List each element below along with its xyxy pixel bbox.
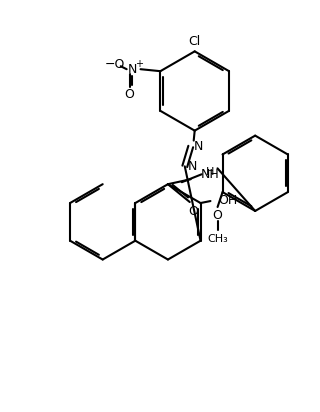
Text: N: N [194, 140, 203, 153]
Text: O: O [188, 206, 198, 218]
Text: Cl: Cl [188, 35, 201, 48]
Text: H: H [206, 167, 214, 177]
Text: N: N [188, 160, 197, 173]
Text: −O: −O [105, 58, 125, 71]
Text: NH: NH [201, 168, 220, 181]
Text: O: O [213, 209, 222, 222]
Text: O: O [125, 89, 135, 101]
Text: N: N [128, 63, 137, 76]
Text: OH: OH [218, 194, 238, 206]
Text: +: + [134, 59, 142, 69]
Text: CH₃: CH₃ [207, 234, 228, 244]
